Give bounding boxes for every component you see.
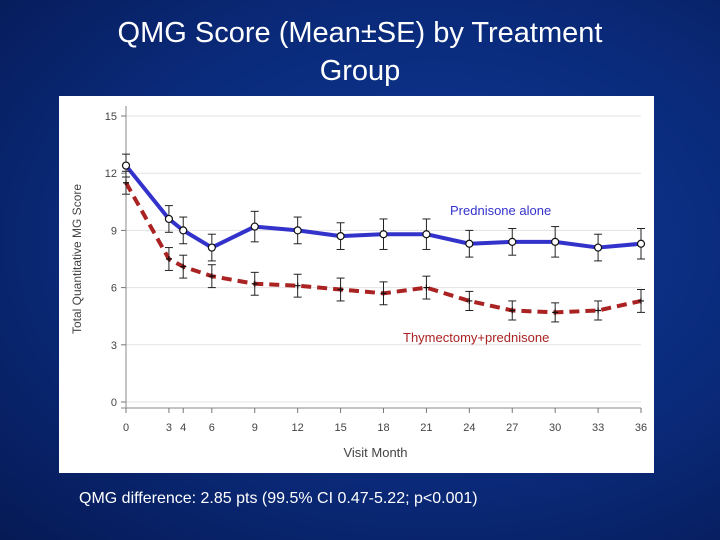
prednisone-point-30 (551, 237, 560, 246)
legend-prednisone-alone: Prednisone alone (450, 203, 551, 218)
thymectomy-point-36 (638, 297, 644, 304)
x-axis-label: Visit Month (343, 445, 407, 460)
prednisone-point-27 (508, 237, 517, 246)
prednisone-point-6 (207, 243, 216, 252)
prednisone-point-3 (164, 214, 174, 224)
prednisone-point-12 (293, 226, 302, 235)
prednisone-point-21 (422, 230, 431, 239)
x-tick-label-3: 3 (166, 422, 172, 434)
thymectomy-point-12 (294, 282, 301, 289)
x-tick-label-33: 33 (592, 422, 604, 434)
prednisone-point-9 (250, 222, 259, 231)
thymectomy-point-6 (208, 273, 215, 280)
y-tick-label-9: 9 (111, 225, 117, 237)
thymectomy-point-0 (123, 179, 129, 186)
thymectomy-point-3 (165, 256, 172, 262)
x-tick-label-21: 21 (420, 422, 432, 434)
prednisone-point-4 (179, 226, 188, 235)
slide-title: QMG Score (Mean±SE) by Treatment Group (0, 14, 720, 90)
thymectomy-point-9 (251, 280, 258, 287)
legend-thymectomy-prednisone: Thymectomy+prednisone (403, 330, 549, 345)
x-tick-label-36: 36 (635, 422, 647, 434)
y-tick-label-0: 0 (111, 397, 117, 409)
slide-title-line1: QMG Score (Mean±SE) by Treatment (117, 17, 603, 49)
x-tick-label-12: 12 (292, 422, 304, 434)
thymectomy-point-30 (552, 309, 559, 316)
chart-panel: 0 3 6 9 12 15 0 3 4 6 9 12 15 18 21 24 27 30 33 36 Visit Mon… (59, 96, 654, 473)
x-tick-label-4: 4 (180, 422, 186, 434)
thymectomy-point-33 (595, 307, 602, 314)
y-tick-label-6: 6 (111, 283, 117, 295)
prednisone-point-33 (593, 243, 603, 252)
x-tick-label-18: 18 (377, 422, 389, 434)
x-tick-label-9: 9 (252, 422, 258, 434)
x-tick-label-30: 30 (549, 422, 561, 434)
thymectomy-point-27 (509, 307, 516, 314)
prednisone-point-0 (121, 161, 131, 170)
y-tick-label-12: 12 (105, 168, 117, 180)
x-tick-label-24: 24 (463, 422, 475, 434)
x-tick-label-0: 0 (123, 422, 129, 434)
x-tick-label-27: 27 (506, 422, 518, 434)
prednisone-series-line (124, 164, 642, 250)
y-tick-label-15: 15 (105, 111, 117, 123)
thymectomy-point-24 (466, 297, 473, 304)
prednisone-point-15 (336, 232, 345, 241)
thymectomy-point-15 (337, 286, 344, 293)
prednisone-point-24 (465, 239, 474, 248)
slide-title-line2: Group (319, 55, 401, 87)
x-tick-label-6: 6 (209, 422, 215, 434)
y-tick-label-3: 3 (111, 340, 117, 352)
x-tick-label-15: 15 (334, 422, 346, 434)
prednisone-point-18 (379, 230, 388, 239)
prednisone-point-36 (636, 239, 646, 248)
thymectomy-point-18 (380, 290, 387, 297)
footnote: QMG difference: 2.85 pts (99.5% CI 0.47-… (79, 490, 478, 507)
y-axis-label: Total Quantitative MG Score (70, 184, 84, 334)
thymectomy-point-21 (423, 284, 430, 291)
thymectomy-point-4 (180, 263, 187, 270)
